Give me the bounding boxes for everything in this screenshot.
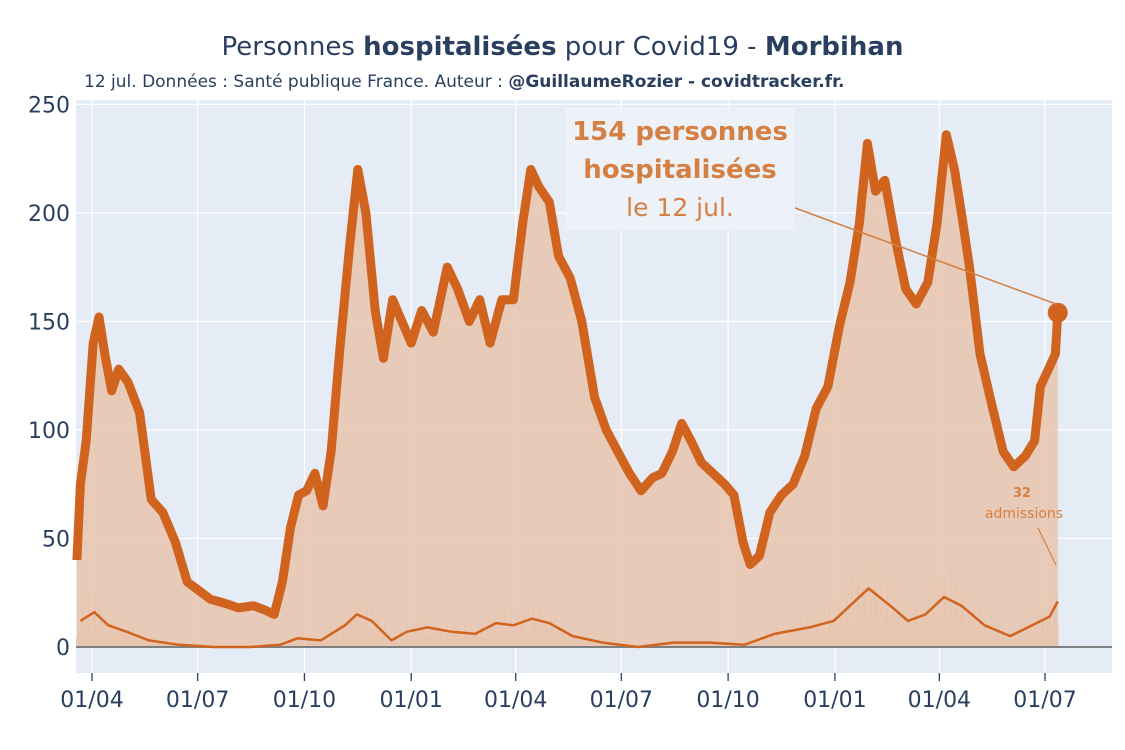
hospitalisations-area <box>76 134 1058 647</box>
title-bold2: Morbihan <box>764 32 904 62</box>
x-tick-label: 01/10 <box>696 688 759 713</box>
admissions-annotation-value: 32 <box>1013 486 1031 501</box>
hospitalisations-annotation-arrow <box>794 207 1057 305</box>
title-bold1: hospitalisées <box>363 32 557 62</box>
y-tick-label: 150 <box>28 310 70 335</box>
subtitle-bold1: @GuillaumeRozier - covidtracker.fr. <box>508 72 845 92</box>
x-tick-label: 01/01 <box>803 688 866 713</box>
last-point-marker <box>1047 302 1068 323</box>
hospitalisations-annotation-box <box>565 108 795 230</box>
x-tick-label: 01/01 <box>380 688 443 713</box>
x-tick-label: 01/07 <box>590 688 653 713</box>
annotation-line2: hospitalisées <box>583 155 776 185</box>
y-tick-label: 250 <box>28 93 70 118</box>
annotation-line1: 154 personnes <box>572 117 788 147</box>
x-tick-label: 01/10 <box>273 688 336 713</box>
x-tick-label: 01/04 <box>908 688 971 713</box>
admissions-annotation-arrow <box>1037 527 1057 566</box>
chart-title: Personnes hospitalisées pour Covid19 - M… <box>0 32 1125 62</box>
y-tick-label: 200 <box>28 202 70 227</box>
subtitle-part1: 12 jul. Données : Santé publique France.… <box>84 72 509 92</box>
annotation-line3: le 12 jul. <box>626 193 734 222</box>
admissions-annotation-label: admissions <box>985 506 1063 522</box>
title-part2: pour Covid19 - <box>556 32 765 62</box>
y-tick-label: 0 <box>56 636 70 661</box>
y-axis: 0 50 100 150 200 250 <box>28 93 70 661</box>
x-tick-label: 01/07 <box>166 688 229 713</box>
admissions-line <box>79 587 1059 649</box>
x-tick-label: 01/07 <box>1013 688 1076 713</box>
x-tick-label: 01/04 <box>484 688 547 713</box>
hospitalisations-line <box>72 130 1063 619</box>
x-tick-label: 01/04 <box>60 688 123 713</box>
y-tick-label: 100 <box>28 419 70 444</box>
chart-subtitle: 12 jul. Données : Santé publique France.… <box>84 72 845 92</box>
y-tick-label: 50 <box>42 527 70 552</box>
title-part1: Personnes <box>221 32 364 62</box>
x-axis: 01/04 01/07 01/10 01/01 01/04 01/07 01/10 01/01… <box>60 673 1077 713</box>
